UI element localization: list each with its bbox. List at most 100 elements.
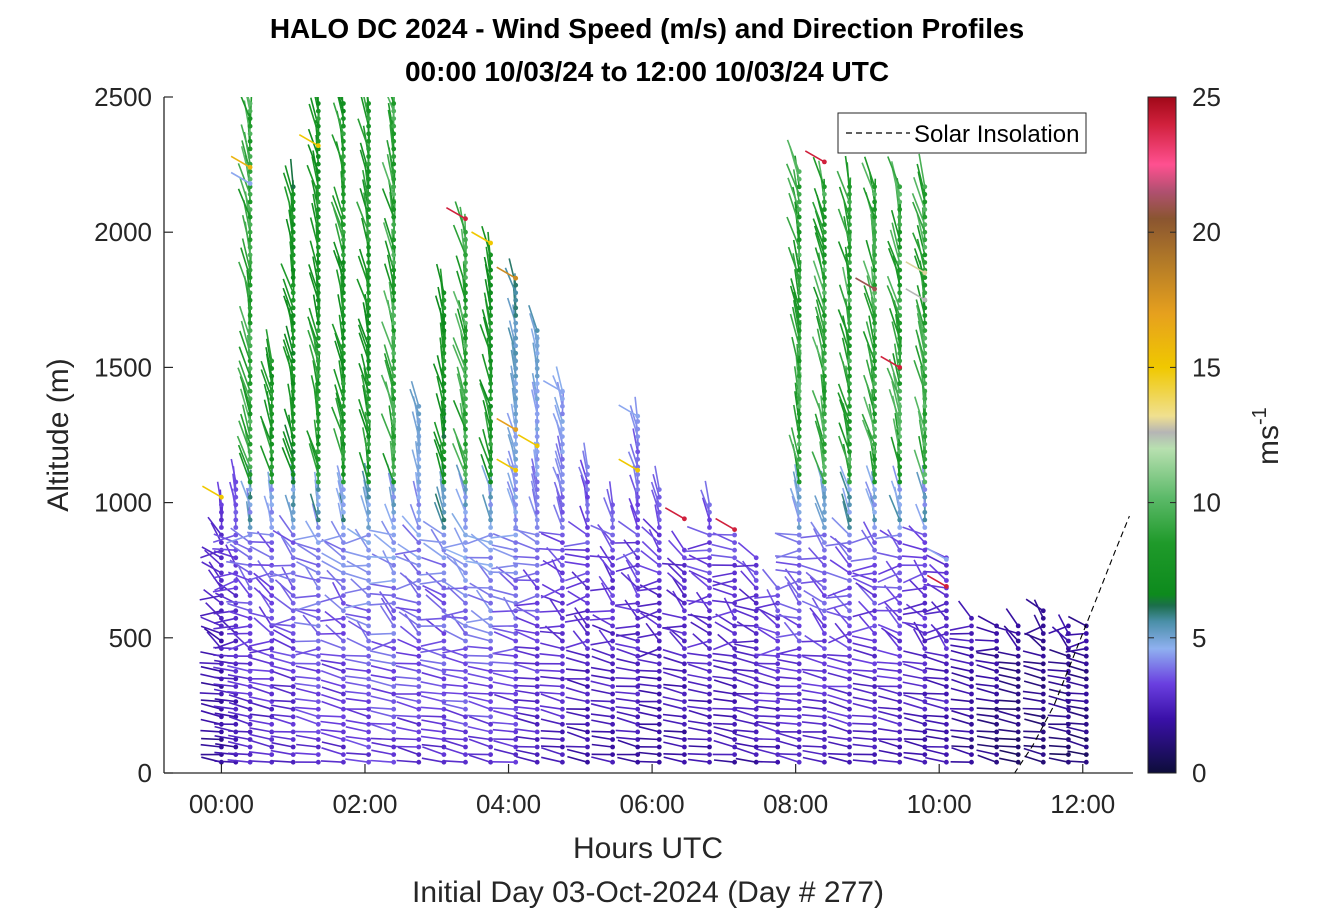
wind-vector-head (290, 335, 296, 341)
wind-vector-head (796, 358, 802, 364)
wind-vector (531, 381, 538, 407)
wind-vector (250, 701, 272, 710)
wind-vector (370, 710, 394, 718)
wind-vector-head (341, 207, 346, 212)
wind-vector (541, 756, 563, 763)
wind-vector-head (585, 661, 590, 667)
wind-vector (800, 579, 825, 584)
wind-vector (827, 587, 850, 597)
wind-vector-head (269, 509, 275, 515)
wind-vector (755, 647, 778, 658)
wind-vector (641, 526, 660, 544)
wind-vector-head (656, 684, 662, 689)
wind-vector-head (847, 472, 852, 477)
wind-vector-head (682, 638, 687, 644)
wind-vector (310, 375, 320, 407)
wind-vector (904, 740, 926, 748)
wind-vector (399, 572, 420, 589)
wind-vector-head (922, 320, 928, 326)
wind-vector (446, 207, 466, 220)
wind-vector-head (796, 615, 802, 621)
wind-vector (590, 524, 613, 536)
wind-vector (238, 566, 251, 589)
wind-vector-head (822, 434, 827, 439)
wind-vector-head (219, 668, 224, 674)
wind-vector-head (585, 479, 590, 485)
wind-vector (565, 668, 588, 673)
wind-vector-head (994, 638, 999, 644)
wind-vector (493, 739, 516, 748)
wind-vector (357, 255, 370, 286)
wind-vector (313, 471, 320, 498)
wind-vector (442, 726, 466, 733)
wind-vector-head (290, 585, 296, 591)
wind-vector-head (247, 138, 253, 144)
wind-vector (467, 672, 491, 680)
wind-vector (754, 692, 778, 695)
wind-vector (358, 398, 370, 430)
wind-vector-head (488, 653, 493, 659)
wind-vector-head (341, 494, 346, 500)
wind-vector-head (897, 593, 903, 598)
wind-vector (513, 555, 538, 559)
wind-vector-head (969, 653, 974, 659)
wind-vector-head (366, 335, 371, 341)
wind-vector-head (1040, 714, 1046, 720)
wind-vector-head (315, 487, 321, 492)
wind-vector-head (1015, 714, 1021, 720)
wind-vector (515, 755, 538, 763)
wind-vector (249, 545, 273, 559)
wind-vector (213, 610, 236, 615)
wind-vector-head (753, 585, 759, 591)
wind-vector (713, 714, 735, 718)
wind-vector-head (247, 638, 253, 644)
wind-vector-head (416, 562, 422, 568)
wind-vector-head (488, 615, 493, 621)
wind-vector-head (922, 396, 928, 402)
wind-vector (691, 572, 711, 589)
wind-vector-head (872, 199, 877, 205)
wind-vector (493, 748, 516, 756)
wind-vector (791, 336, 800, 369)
wind-vector (878, 695, 900, 703)
wind-vector-head (822, 388, 827, 394)
x-axis-label: Hours UTC (573, 832, 723, 865)
wind-vector (540, 532, 563, 544)
wind-vector-head (366, 668, 371, 674)
wind-vector (539, 625, 563, 629)
wind-vector-head (341, 517, 346, 523)
wind-vector-head (635, 456, 641, 462)
wind-vector (590, 587, 613, 592)
wind-vector (687, 688, 710, 695)
wind-vector (617, 756, 638, 763)
wind-vector-head (247, 547, 253, 553)
wind-vector (815, 299, 826, 331)
wind-vector (916, 225, 926, 256)
wind-vector-head (635, 638, 641, 644)
wind-vector-head (847, 335, 852, 341)
wind-vector (662, 612, 685, 620)
wind-vector (757, 628, 779, 642)
wind-vector-head (341, 191, 346, 197)
wind-vector-head (994, 684, 999, 689)
wind-vector-head (796, 252, 802, 258)
wind-vector (734, 742, 757, 748)
wind-vector-head (560, 555, 565, 561)
wind-vector (435, 393, 445, 422)
wind-vector (295, 665, 319, 673)
wind-vector (998, 680, 1019, 688)
wind-vector (320, 670, 344, 680)
wind-vector-head (247, 411, 253, 417)
wind-vector-head (463, 449, 468, 455)
wind-vector (321, 663, 344, 673)
wind-vector-head (488, 525, 493, 530)
wind-vector (629, 443, 639, 468)
wind-vector-head (463, 441, 468, 447)
wind-vector-head (247, 108, 253, 114)
wind-vector-head (341, 585, 346, 591)
wind-vector-head (391, 593, 397, 598)
wind-vector (238, 420, 251, 453)
wind-vector (839, 465, 851, 490)
wind-vector-head (1040, 759, 1046, 765)
wind-vector (712, 572, 735, 578)
